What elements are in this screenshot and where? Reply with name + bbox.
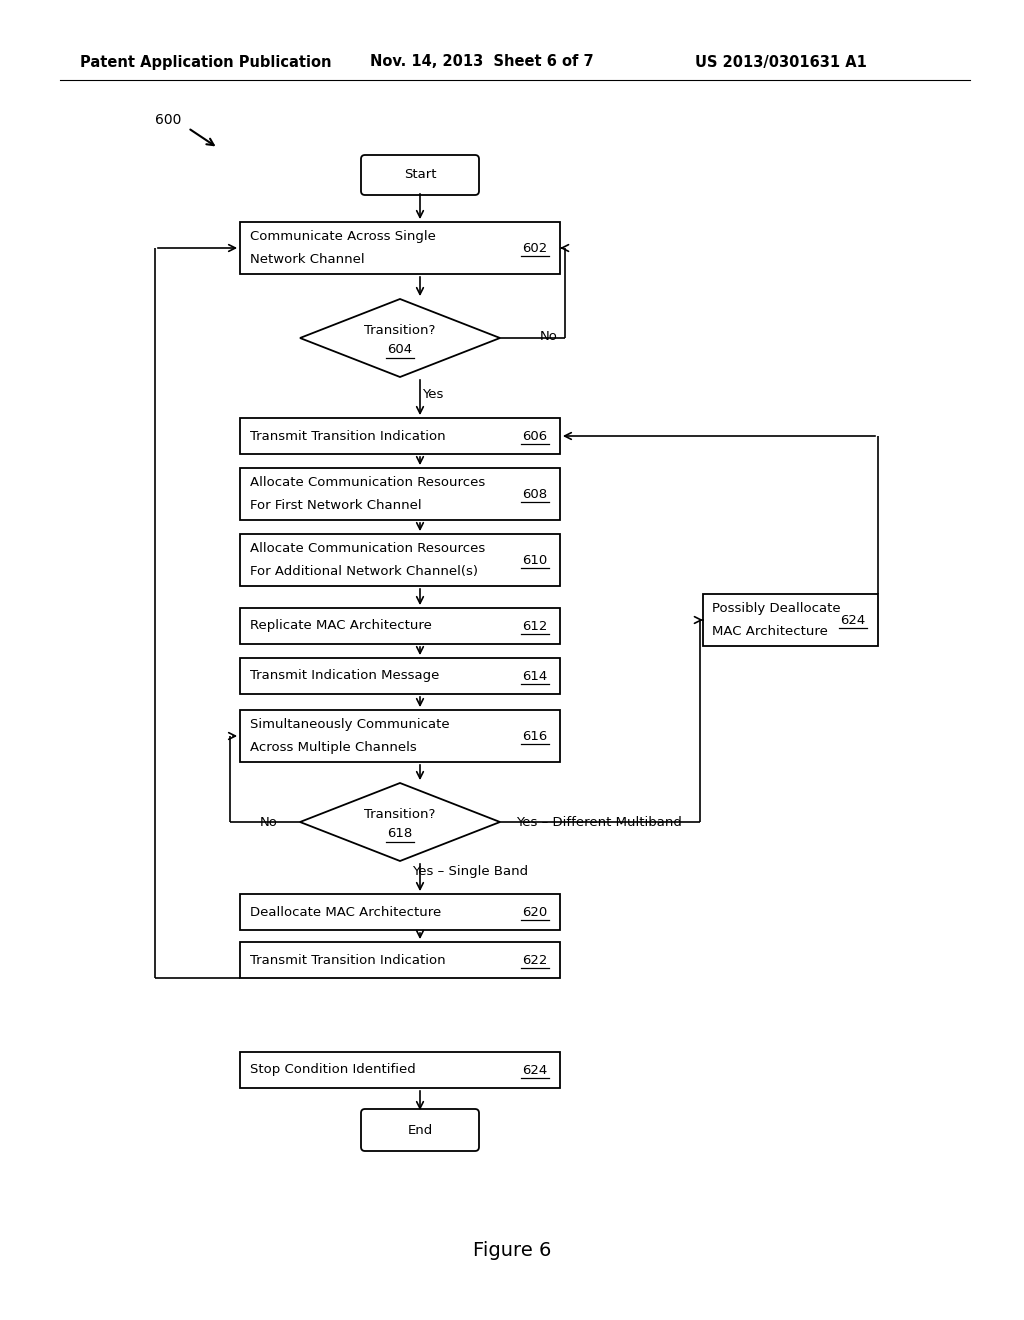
Text: Network Channel: Network Channel <box>250 253 365 265</box>
Text: Yes: Yes <box>422 388 443 400</box>
Text: Deallocate MAC Architecture: Deallocate MAC Architecture <box>250 906 441 919</box>
Text: 616: 616 <box>522 730 548 742</box>
Text: Yes – Different Multiband: Yes – Different Multiband <box>516 816 682 829</box>
Text: For First Network Channel: For First Network Channel <box>250 499 422 512</box>
Text: No: No <box>540 330 558 343</box>
Text: Stop Condition Identified: Stop Condition Identified <box>250 1064 416 1077</box>
Text: 610: 610 <box>522 553 548 566</box>
Text: 602: 602 <box>522 242 548 255</box>
Polygon shape <box>300 300 500 378</box>
Text: Transmit Transition Indication: Transmit Transition Indication <box>250 429 445 442</box>
Bar <box>240 1052 560 1088</box>
Bar <box>240 609 560 644</box>
Text: Yes – Single Band: Yes – Single Band <box>412 866 528 879</box>
Text: End: End <box>408 1123 432 1137</box>
Bar <box>240 222 560 275</box>
Text: Allocate Communication Resources: Allocate Communication Resources <box>250 543 485 554</box>
Text: 624: 624 <box>522 1064 548 1077</box>
Text: MAC Architecture: MAC Architecture <box>713 624 828 638</box>
Bar <box>240 535 560 586</box>
FancyBboxPatch shape <box>361 1109 479 1151</box>
Bar <box>240 418 560 454</box>
Text: Start: Start <box>403 169 436 181</box>
Text: Figure 6: Figure 6 <box>473 1241 551 1259</box>
Text: 618: 618 <box>387 828 413 841</box>
FancyBboxPatch shape <box>361 154 479 195</box>
Text: No: No <box>260 816 278 829</box>
Text: Across Multiple Channels: Across Multiple Channels <box>250 741 417 754</box>
Text: 612: 612 <box>522 619 548 632</box>
Bar <box>240 469 560 520</box>
Text: 606: 606 <box>522 429 548 442</box>
Text: 624: 624 <box>840 614 865 627</box>
Text: 614: 614 <box>522 669 548 682</box>
Bar <box>240 710 560 762</box>
Text: Replicate MAC Architecture: Replicate MAC Architecture <box>250 619 432 632</box>
Text: Transmit Transition Indication: Transmit Transition Indication <box>250 953 445 966</box>
Text: Transmit Indication Message: Transmit Indication Message <box>250 669 439 682</box>
Text: Patent Application Publication: Patent Application Publication <box>80 54 332 70</box>
Text: Communicate Across Single: Communicate Across Single <box>250 230 436 243</box>
Text: 604: 604 <box>387 343 413 356</box>
Text: Simultaneously Communicate: Simultaneously Communicate <box>250 718 450 731</box>
Text: Allocate Communication Resources: Allocate Communication Resources <box>250 477 485 488</box>
Polygon shape <box>300 783 500 861</box>
Text: 620: 620 <box>522 906 548 919</box>
Text: 622: 622 <box>522 953 548 966</box>
Text: US 2013/0301631 A1: US 2013/0301631 A1 <box>695 54 867 70</box>
Bar <box>702 594 878 645</box>
Text: Transition?: Transition? <box>365 323 435 337</box>
Bar <box>240 657 560 694</box>
Bar <box>240 942 560 978</box>
Text: Possibly Deallocate: Possibly Deallocate <box>713 602 841 615</box>
Bar <box>240 894 560 931</box>
Text: For Additional Network Channel(s): For Additional Network Channel(s) <box>250 565 478 578</box>
Text: Transition?: Transition? <box>365 808 435 821</box>
Text: 600: 600 <box>155 114 181 127</box>
Text: 608: 608 <box>522 487 548 500</box>
Text: Nov. 14, 2013  Sheet 6 of 7: Nov. 14, 2013 Sheet 6 of 7 <box>370 54 594 70</box>
